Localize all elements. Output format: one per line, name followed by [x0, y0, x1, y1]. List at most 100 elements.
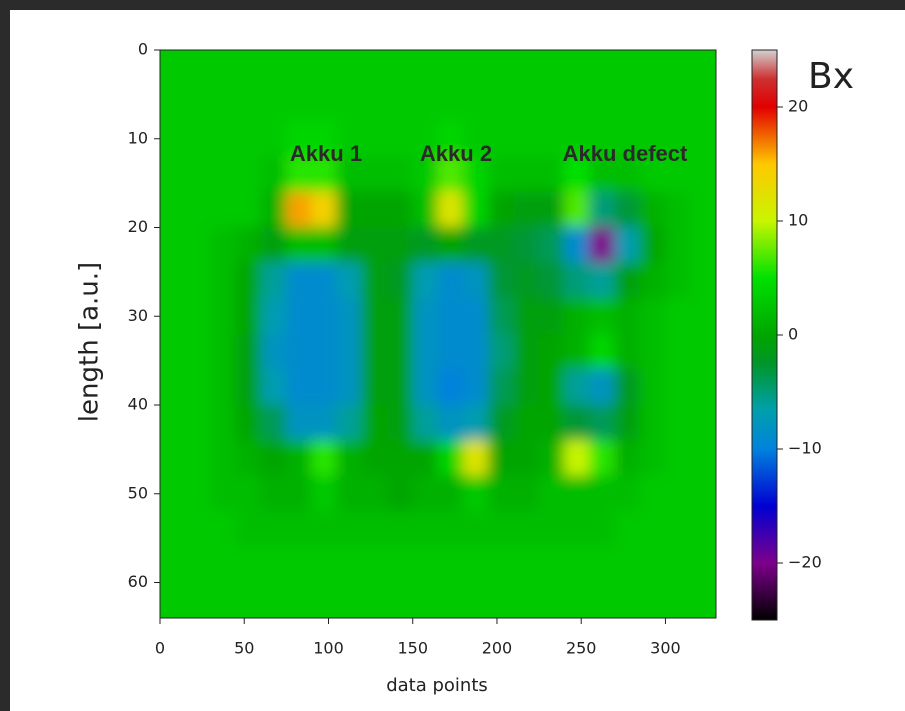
y-tick-label: 0 — [138, 40, 148, 59]
heatmap-cell — [538, 85, 565, 122]
heatmap-cell — [235, 85, 262, 122]
heatmap-cell — [664, 227, 692, 264]
heatmap-cell — [664, 262, 692, 299]
heatmap-cell — [260, 262, 287, 299]
heatmap-cell — [285, 50, 313, 86]
heatmap-cell — [386, 440, 414, 477]
heatmap-cell — [589, 85, 616, 122]
x-tick-label: 200 — [482, 639, 513, 658]
heatmap-cell — [311, 227, 338, 264]
heatmap-cell — [260, 404, 287, 441]
heatmap-cell — [513, 404, 540, 441]
heatmap-cell — [589, 475, 616, 512]
heatmap-cell — [184, 369, 212, 406]
heatmap-cell — [160, 511, 186, 548]
heatmap-cell — [614, 50, 641, 86]
heatmap-cell — [614, 333, 641, 370]
x-tick-label: 300 — [650, 639, 681, 658]
heatmap-cell — [664, 404, 692, 441]
heatmap-cell — [664, 85, 692, 122]
heatmap-cell — [563, 227, 591, 264]
heatmap-cell — [160, 85, 186, 122]
heatmap-cell — [412, 404, 439, 441]
heatmap-cell — [513, 333, 540, 370]
heatmap-cell — [184, 191, 212, 228]
heatmap-cell — [386, 582, 414, 618]
heatmap-cell — [386, 50, 414, 86]
heatmap-cell — [184, 50, 212, 86]
heatmap-cell — [386, 546, 414, 583]
heatmap-cell — [386, 191, 414, 228]
heatmap-cell — [160, 333, 186, 370]
colorbar-tick-label: 20 — [788, 97, 808, 116]
heatmap-cell — [488, 298, 515, 335]
heatmap-cell — [437, 333, 464, 370]
heatmap-cell — [311, 511, 338, 548]
heatmap-cell — [210, 440, 237, 477]
heatmap-cell — [462, 475, 490, 512]
heatmap-cell — [690, 440, 716, 477]
heatmap-cell — [462, 262, 490, 299]
heatmap-cell — [361, 440, 388, 477]
heatmap-cell — [690, 333, 716, 370]
heatmap-cell — [412, 227, 439, 264]
heatmap-cell — [563, 546, 591, 583]
heatmap-cell — [690, 546, 716, 583]
heatmap-cell — [614, 156, 641, 193]
heatmap-cell — [538, 50, 565, 86]
heatmap-cell — [462, 369, 490, 406]
heatmap-cell — [488, 546, 515, 583]
colorbar-label: Bx — [808, 56, 854, 97]
heatmap-cell — [412, 333, 439, 370]
heatmap-cell — [235, 50, 262, 86]
heatmap-cell — [563, 582, 591, 618]
heatmap-cell — [513, 227, 540, 264]
heatmap-cell — [412, 298, 439, 335]
heatmap-cell — [437, 369, 464, 406]
heatmap-cell — [412, 85, 439, 122]
heatmap-cell — [285, 475, 313, 512]
heatmap-cell — [488, 369, 515, 406]
heatmap-cell — [285, 191, 313, 228]
heatmap-cell — [690, 262, 716, 299]
heatmap-cell — [210, 369, 237, 406]
heatmap-cell — [462, 227, 490, 264]
heatmap-cell — [336, 191, 363, 228]
heatmap-cell — [235, 582, 262, 618]
heatmap-cell — [184, 404, 212, 441]
heatmap-cell — [184, 262, 212, 299]
heatmap-cell — [589, 333, 616, 370]
heatmap-cell — [563, 120, 591, 157]
heatmap-cell — [260, 546, 287, 583]
heatmap-cell — [160, 404, 186, 441]
heatmap-cell — [412, 369, 439, 406]
heatmap-cell — [538, 156, 565, 193]
heatmap-cell — [235, 156, 262, 193]
heatmap-cell — [690, 298, 716, 335]
annotation: Akku 2 — [420, 141, 492, 166]
heatmap-cell — [260, 120, 287, 157]
heatmap-cell — [412, 511, 439, 548]
heatmap-cell — [160, 440, 186, 477]
heatmap-cell — [260, 475, 287, 512]
heatmap-cell — [386, 120, 414, 157]
heatmap-cell — [361, 298, 388, 335]
heatmap-cell — [361, 546, 388, 583]
y-tick-label: 50 — [128, 483, 148, 502]
heatmap-cell — [563, 404, 591, 441]
heatmap-cell — [412, 475, 439, 512]
heatmap-cell — [563, 85, 591, 122]
heatmap-cell — [538, 298, 565, 335]
heatmap-cell — [285, 440, 313, 477]
heatmap-cell — [386, 511, 414, 548]
heatmap-cell — [664, 298, 692, 335]
heatmap-cell — [488, 120, 515, 157]
heatmap-cell — [336, 120, 363, 157]
heatmap-cell — [639, 582, 666, 618]
heatmap-cell — [462, 191, 490, 228]
heatmap-cell — [614, 262, 641, 299]
heatmap-cell — [235, 404, 262, 441]
heatmap-cell — [488, 227, 515, 264]
heatmap-cell — [160, 191, 186, 228]
heatmap-cell — [336, 227, 363, 264]
